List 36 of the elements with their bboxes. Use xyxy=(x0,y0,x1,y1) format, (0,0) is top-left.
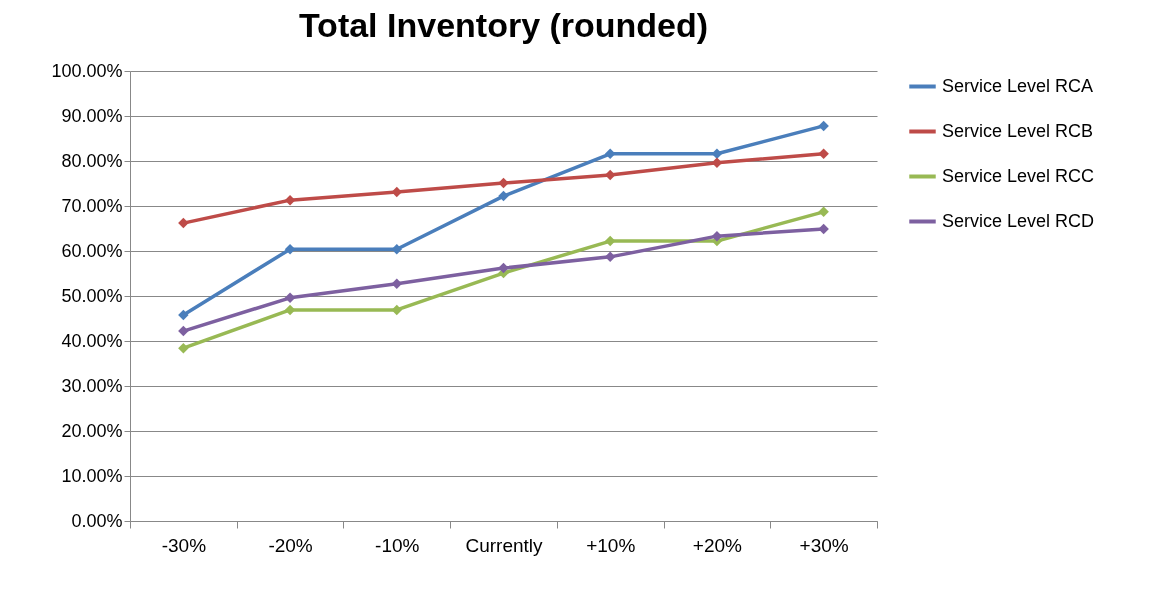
point xyxy=(818,206,829,218)
x-tick-label: -30% xyxy=(161,534,207,556)
point xyxy=(818,120,829,132)
x-tick-label: -10% xyxy=(375,534,420,556)
legend-label: Service Level RCD xyxy=(942,210,1095,231)
x-tick-label: +20% xyxy=(692,534,743,556)
point xyxy=(178,325,189,337)
y-tick-label: 20.00% xyxy=(61,420,123,441)
point xyxy=(284,194,296,206)
point xyxy=(498,177,509,189)
y-tick-label: 10.00% xyxy=(61,465,123,486)
y-tick-label: 80.00% xyxy=(61,150,123,171)
y-tick-label: 40.00% xyxy=(61,330,123,351)
point xyxy=(818,223,829,235)
chart-title: Total Inventory (rounded) xyxy=(298,6,709,44)
point xyxy=(178,217,189,229)
y-tick-label: 90.00% xyxy=(61,105,123,126)
x-tick-label: -20% xyxy=(268,534,313,556)
point xyxy=(391,278,403,290)
legend-label: Service Level RCC xyxy=(942,165,1095,186)
point xyxy=(178,309,189,321)
y-tick-label: 30.00% xyxy=(61,375,123,396)
y-tick-label: 70.00% xyxy=(61,195,123,216)
point xyxy=(178,342,189,354)
legend-label: Service Level RCB xyxy=(942,120,1094,141)
y-tick-label: 50.00% xyxy=(61,285,123,306)
point xyxy=(818,148,829,160)
point xyxy=(498,190,509,202)
y-tick-label: 100.00% xyxy=(51,60,123,81)
x-tick-label: +30% xyxy=(799,534,849,556)
point xyxy=(498,262,509,274)
x-tick-label: +10% xyxy=(586,534,636,556)
y-tick-label: 60.00% xyxy=(61,240,123,261)
y-tick-label: 0.00% xyxy=(71,510,123,531)
x-tick-label: Currently xyxy=(465,534,544,556)
legend-label: Service Level RCA xyxy=(942,75,1094,96)
